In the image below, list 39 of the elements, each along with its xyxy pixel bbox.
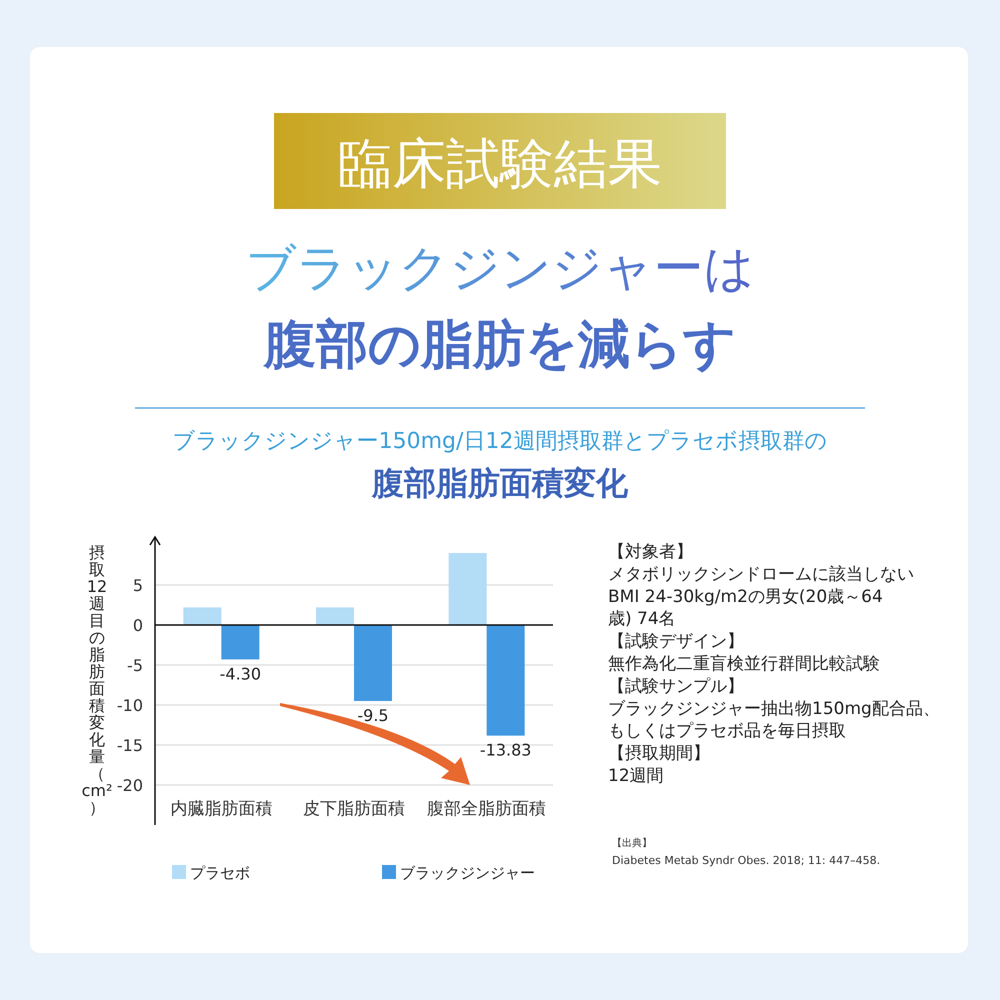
text: ブラックジンジャー150mg/日12週間摂取群とプラセボ摂取群の xyxy=(172,429,828,454)
text: 無作為化二重盲検並行群間比較試験 xyxy=(608,654,880,674)
y-tick-label: 5 xyxy=(132,576,143,595)
bar xyxy=(354,625,392,701)
text: もしくはプラセボ品を毎日摂取 xyxy=(608,721,846,742)
x-tick-label: 腹部全脂肪面積 xyxy=(427,799,546,819)
data-label: -13.83 xyxy=(480,740,532,760)
text: BMI 24-30kg/m2の男女(20歳～64 xyxy=(608,586,883,607)
text: 【摂取期間】 xyxy=(608,744,710,764)
bar xyxy=(486,625,525,736)
data-label: -9.5 xyxy=(357,706,389,725)
bar xyxy=(221,625,260,660)
text: ブラックジンジャー抽出物150mg配合品、 xyxy=(608,698,940,719)
text: 歳) 74名 xyxy=(608,609,676,630)
bar xyxy=(316,607,354,625)
text: 腹部の脂肪を減らす xyxy=(262,315,736,375)
text: 【試験サンプル】 xyxy=(608,676,744,696)
text: 【出典】 xyxy=(612,837,652,849)
text: ブラックジンジャーは xyxy=(246,239,754,297)
y-tick-label: -10 xyxy=(116,696,143,715)
data-label: -4.30 xyxy=(220,664,262,684)
text: メタボリックシンドロームに該当しない xyxy=(608,564,914,584)
legend-label: プラセボ xyxy=(190,864,250,882)
y-tick-label: -20 xyxy=(116,776,143,795)
x-tick-label: 内臓脂肪面積 xyxy=(170,799,272,819)
bar xyxy=(448,553,487,625)
text: 12週間 xyxy=(608,766,664,786)
y-tick-label: -5 xyxy=(127,656,143,675)
text: Diabetes Metab Syndr Obes. 2018; 11: 447–458. xyxy=(612,854,880,867)
x-tick-label: 皮下脂肪面積 xyxy=(303,799,405,819)
bar xyxy=(183,607,222,625)
text: 摂取12週目の脂肪面積変化量（cm²） xyxy=(82,543,112,817)
legend-label: ブラックジンジャー xyxy=(400,864,535,882)
text: 【対象者】 xyxy=(608,542,693,562)
y-tick-label: -15 xyxy=(116,736,143,755)
text: 腹部脂肪面積変化 xyxy=(371,464,629,502)
text: 【試験デザイン】 xyxy=(608,632,744,652)
y-tick-label: 0 xyxy=(132,616,143,635)
chart-title: 臨床試験結果 xyxy=(338,132,662,195)
